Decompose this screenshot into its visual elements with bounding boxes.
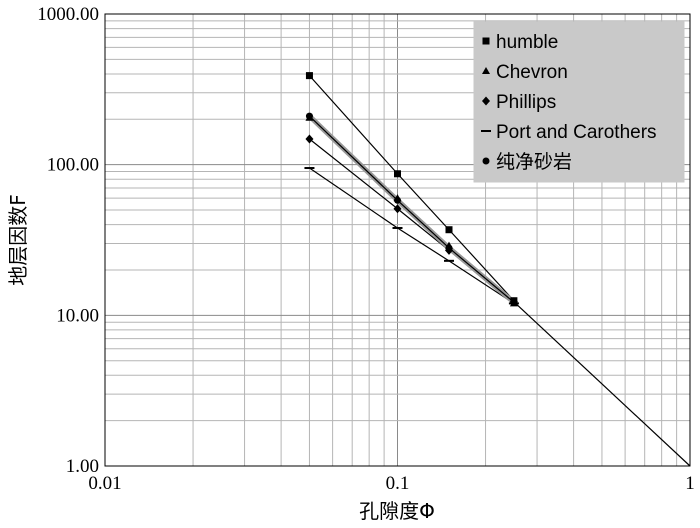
legend-box: [473, 21, 685, 183]
legend-label: Chevron: [496, 62, 568, 83]
y-tick-label: 100.00: [47, 155, 99, 176]
series-lines: [307, 75, 691, 467]
legend-marker: [482, 67, 490, 74]
data-point: [393, 204, 402, 214]
data-point: [304, 167, 315, 170]
y-tick-label: 10.00: [56, 305, 99, 326]
data-point: [444, 259, 455, 262]
legend-marker: [481, 130, 491, 132]
data-point: [305, 72, 313, 80]
legend-label: Port and Carothers: [496, 122, 657, 143]
x-tick-label: 0.01: [88, 473, 121, 494]
data-point: [510, 298, 518, 306]
x-tick-label: 1: [685, 473, 695, 494]
trend-line: [513, 301, 691, 467]
series-line: [309, 115, 515, 303]
series-line: [309, 75, 515, 302]
legend-label: humble: [496, 32, 558, 53]
x-tick-label: 0.1: [386, 473, 410, 494]
data-point: [445, 226, 453, 234]
data-point: [305, 134, 314, 144]
y-axis-label: 地层因数F: [6, 194, 30, 286]
x-axis-label: 孔隙度Φ: [359, 499, 435, 523]
series-markers: [304, 72, 519, 307]
data-point: [445, 244, 453, 252]
legend-marker: [482, 96, 490, 106]
legend-label: Phillips: [496, 92, 556, 113]
data-point: [305, 112, 313, 120]
legend-label: 纯净砂岩: [496, 151, 572, 173]
plot-frame: [104, 13, 691, 467]
data-point: [394, 170, 401, 178]
y-tick-label: 1.00: [66, 456, 99, 477]
tick-labels: 0.01 0.1 1 1.00 10.00 100.00 1000.00: [37, 4, 695, 494]
legend-marker: [482, 157, 490, 165]
y-tick-label: 1000.00: [37, 4, 99, 25]
data-point: [394, 196, 401, 204]
data-point: [392, 226, 403, 229]
series-line: [309, 167, 515, 304]
legend: humble Chevron Phillips Port and Carothers 纯…: [473, 21, 685, 183]
legend-marker: [482, 37, 490, 45]
